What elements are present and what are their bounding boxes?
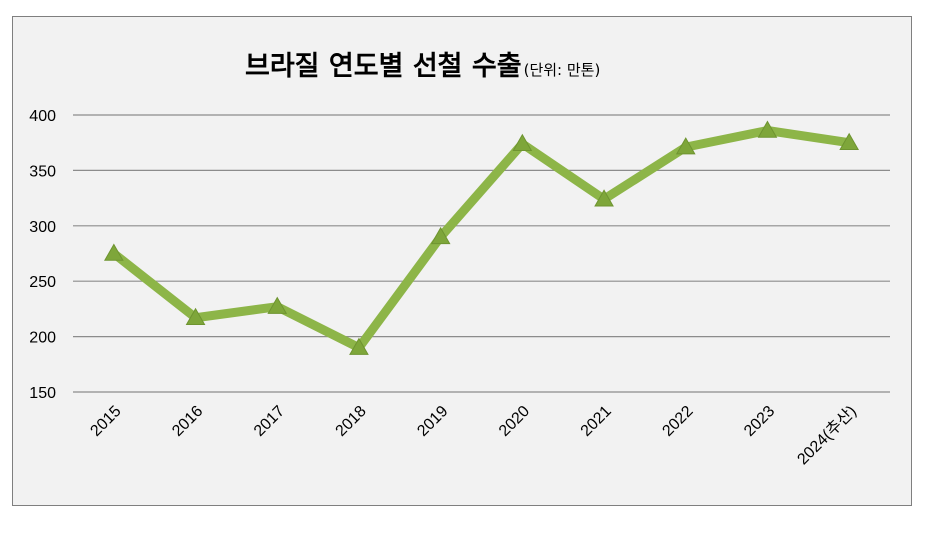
data-point-marker	[512, 133, 533, 152]
data-point-marker	[267, 296, 288, 314]
series-markers	[103, 120, 860, 355]
x-tick-label: 2023	[741, 403, 778, 440]
x-tick-label: 2021	[578, 403, 615, 440]
y-tick-label: 200	[29, 330, 56, 347]
x-axis-ticks: 2015 2016 2017 2018 2019 2020 2021 2022 2023 2024…	[87, 402, 859, 468]
x-tick-label: 2020	[496, 403, 533, 440]
x-tick-label: 2017	[251, 403, 288, 440]
x-tick-label: 2024(추산)	[794, 402, 860, 468]
chart-frame	[12, 16, 912, 506]
data-point-marker	[594, 189, 614, 207]
chart-title-main: 브라질 연도별 선철 수출	[245, 51, 522, 82]
data-point-marker	[675, 137, 696, 155]
x-tick-label: 2016	[169, 403, 206, 440]
data-point-marker	[185, 307, 206, 326]
y-tick-label: 400	[29, 108, 56, 125]
x-tick-label: 2018	[333, 403, 370, 440]
series-line-path	[109, 126, 854, 353]
data-point-marker	[430, 226, 451, 245]
chart-title: 브라질 연도별 선철 수출 (단위: 만톤)	[245, 51, 600, 82]
data-point-marker	[839, 132, 860, 150]
y-axis-ticks: 150 200 250 300 350 400	[29, 108, 56, 402]
x-tick-label: 2022	[659, 403, 696, 440]
y-tick-label: 150	[29, 385, 56, 402]
chart-title-unit: (단위: 만톤)	[524, 61, 601, 79]
data-point-marker	[349, 337, 369, 355]
x-tick-label: 2019	[414, 403, 451, 440]
x-tick-label: 2015	[87, 403, 124, 440]
data-point-marker	[757, 120, 778, 138]
series-line	[109, 126, 854, 353]
y-tick-label: 350	[29, 163, 56, 180]
gridlines	[73, 114, 890, 393]
data-point-marker	[103, 243, 124, 261]
y-tick-label: 300	[29, 219, 56, 236]
y-tick-label: 250	[29, 274, 56, 291]
